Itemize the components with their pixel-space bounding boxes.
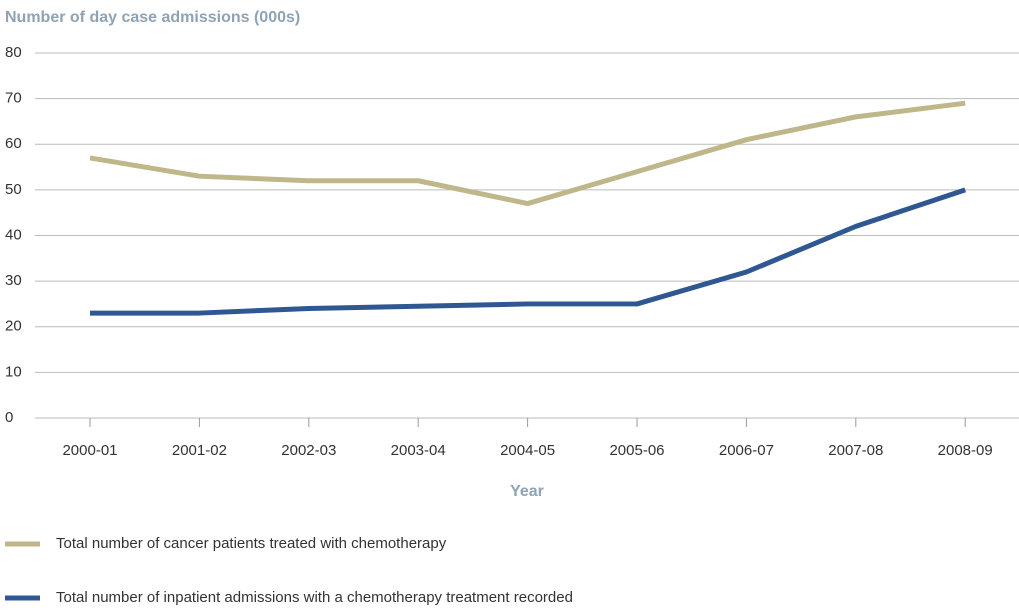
x-tick-label: 2002-03 xyxy=(281,442,336,459)
x-tick-label: 2008-09 xyxy=(938,442,993,459)
series-line xyxy=(89,100,966,207)
x-tick-label: 2006-07 xyxy=(719,442,774,459)
x-tick-label: 2003-04 xyxy=(391,442,446,459)
chart-title: Number of day case admissions (000s) xyxy=(5,9,300,26)
x-tick-label: 2000-01 xyxy=(62,442,117,459)
y-tick-label: 60 xyxy=(5,135,22,152)
y-tick-label: 30 xyxy=(5,272,22,289)
x-tick-label: 2001-02 xyxy=(172,442,227,459)
x-tick-label: 2004-05 xyxy=(500,442,555,459)
x-tick-label: 2005-06 xyxy=(609,442,664,459)
y-tick-label: 40 xyxy=(5,226,22,243)
y-tick-label: 10 xyxy=(5,363,22,380)
legend-label: Total number of inpatient admissions wit… xyxy=(56,589,573,606)
x-tick-label: 2007-08 xyxy=(828,442,883,459)
legend-label: Total number of cancer patients treated … xyxy=(56,535,447,552)
y-tick-label: 70 xyxy=(5,90,22,107)
y-tick-label: 20 xyxy=(5,318,22,335)
y-tick-label: 80 xyxy=(5,44,22,61)
x-axis-label: Year xyxy=(510,483,544,500)
series-line xyxy=(90,187,966,316)
y-tick-label: 50 xyxy=(5,181,22,198)
y-tick-label: 0 xyxy=(5,409,13,426)
